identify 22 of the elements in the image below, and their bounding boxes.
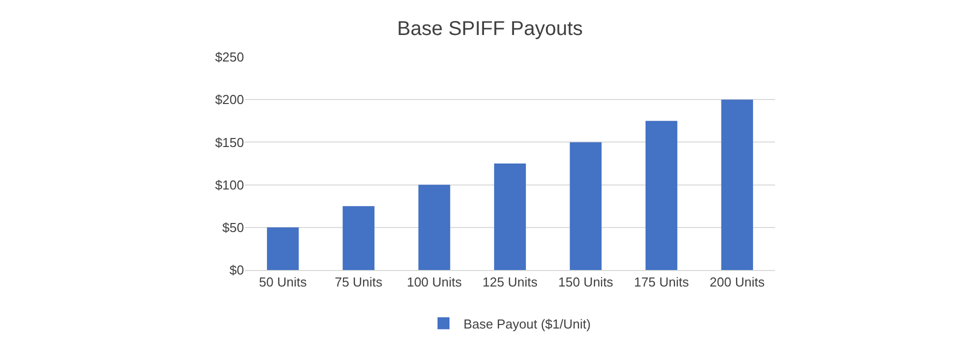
x-tick-label: 125 Units [482,274,538,290]
legend-label: Base Payout ($1/Unit) [464,316,591,332]
y-tick-label: $0 [230,262,244,278]
x-tick-label: 175 Units [634,274,690,290]
chart-title: Base SPIFF Payouts [397,18,583,40]
bar [646,120,678,270]
y-tick-label: $150 [215,134,244,150]
x-tick-label: 50 Units [259,274,308,290]
x-tick-label: 100 Units [406,274,462,290]
y-tick-label: $200 [215,92,244,108]
y-tick-label: $50 [222,220,244,235]
y-tick-label: $250 [215,50,244,65]
bar [418,184,450,270]
bar [494,164,526,270]
bar [570,142,602,270]
bar [721,100,754,270]
bar [266,227,299,270]
bar [342,206,374,270]
x-tick-label: 200 Units [710,274,766,290]
y-tick-label: $100 [215,177,244,192]
x-tick-label: 150 Units [558,274,614,290]
x-tick-label: 75 Units [334,274,383,290]
